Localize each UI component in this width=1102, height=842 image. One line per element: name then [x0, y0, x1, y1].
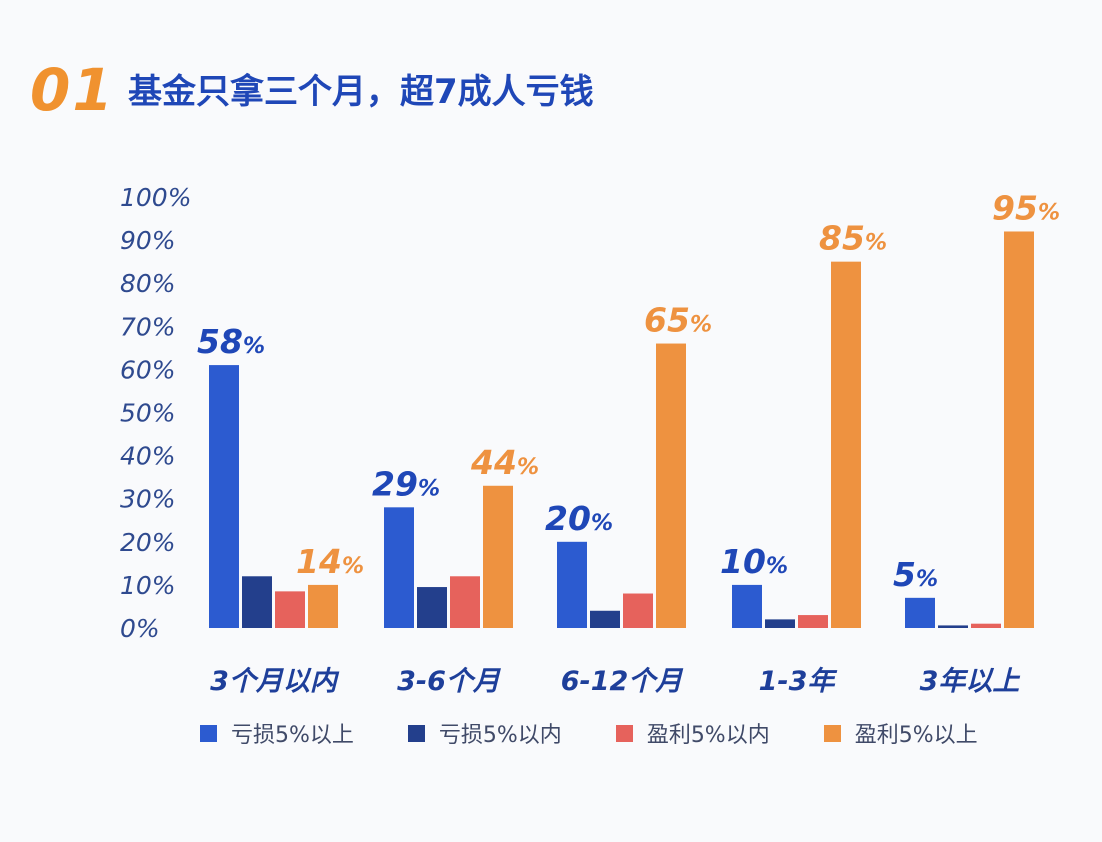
bar: [732, 584, 762, 628]
section-number: 01: [30, 56, 115, 124]
bar: [483, 485, 513, 628]
bar: [557, 541, 587, 628]
data-label: 95%: [992, 188, 1060, 227]
legend-swatch: [200, 724, 217, 742]
bar: [417, 587, 447, 628]
bar: [798, 615, 828, 628]
y-tick-label: 90%: [120, 226, 176, 255]
chart-title: 基金只拿三个月，超7成人亏钱: [128, 72, 594, 112]
bar: [656, 343, 686, 628]
bar: [971, 623, 1001, 628]
bar: [831, 261, 861, 628]
bar: [905, 597, 935, 628]
y-tick-label: 70%: [120, 312, 176, 341]
bar: [1004, 231, 1034, 629]
category-label: 1-3年: [759, 666, 838, 697]
data-label: 20%: [545, 499, 613, 538]
category-label: 3个月以内: [210, 666, 340, 697]
legend-label: 盈利5%以内: [646, 723, 770, 748]
legend-swatch: [615, 724, 633, 742]
data-label: 5%: [893, 555, 938, 594]
legend-swatch: [407, 724, 425, 742]
y-tick-label: 20%: [120, 528, 176, 557]
y-tick-label: 80%: [120, 269, 176, 298]
bar: [623, 593, 653, 628]
data-label: 29%: [372, 464, 440, 503]
legend: 亏损5%以上 亏损5%以内 盈利5%以内 盈利5%以上: [200, 716, 978, 750]
legend-item: 盈利5%以上: [823, 717, 978, 749]
y-tick-label: 60%: [120, 355, 176, 384]
bars: [209, 231, 1034, 629]
category-label: 3-6个月: [397, 666, 502, 697]
bar: [275, 591, 305, 628]
y-tick-label: 0%: [120, 614, 160, 643]
bar: [765, 619, 795, 628]
data-label: 85%: [819, 219, 887, 258]
x-axis: 3个月以内 3-6个月 6-12个月 1-3年 3年以上: [210, 666, 1020, 697]
bar: [242, 576, 272, 628]
y-tick-label: 30%: [120, 485, 176, 514]
legend-label: 盈利5%以上: [854, 723, 978, 748]
data-label: 10%: [720, 542, 788, 581]
legend-item: 盈利5%以内: [615, 717, 770, 749]
y-axis: 0% 10% 20% 30% 40% 50% 60% 70% 80% 90% 100%: [120, 183, 191, 643]
y-tick-label: 10%: [120, 571, 176, 600]
data-label: 58%: [197, 322, 265, 361]
data-labels: 58% 14%29% 44%20% 65% 10% 85% 5% 95%: [197, 188, 1060, 593]
y-tick-label: 50%: [120, 399, 176, 428]
bar: [590, 610, 620, 628]
legend-item: 亏损5%以内: [407, 717, 562, 749]
bar: [209, 365, 239, 628]
bar: [308, 584, 338, 628]
legend-item: 亏损5%以上: [200, 717, 354, 749]
data-label: 14%: [296, 542, 364, 581]
bar: [938, 625, 968, 628]
legend-swatch: [823, 724, 841, 742]
bar: [384, 507, 414, 628]
category-label: 3年以上: [920, 666, 1021, 697]
data-label: 44%: [470, 443, 539, 482]
bar: [450, 576, 480, 628]
legend-label: 亏损5%以内: [438, 723, 562, 748]
legend-label: 亏损5%以上: [231, 723, 354, 748]
category-label: 6-12个月: [561, 666, 685, 697]
y-tick-label: 40%: [120, 442, 176, 471]
data-label: 65%: [644, 301, 712, 340]
y-tick-label: 100%: [120, 183, 191, 212]
